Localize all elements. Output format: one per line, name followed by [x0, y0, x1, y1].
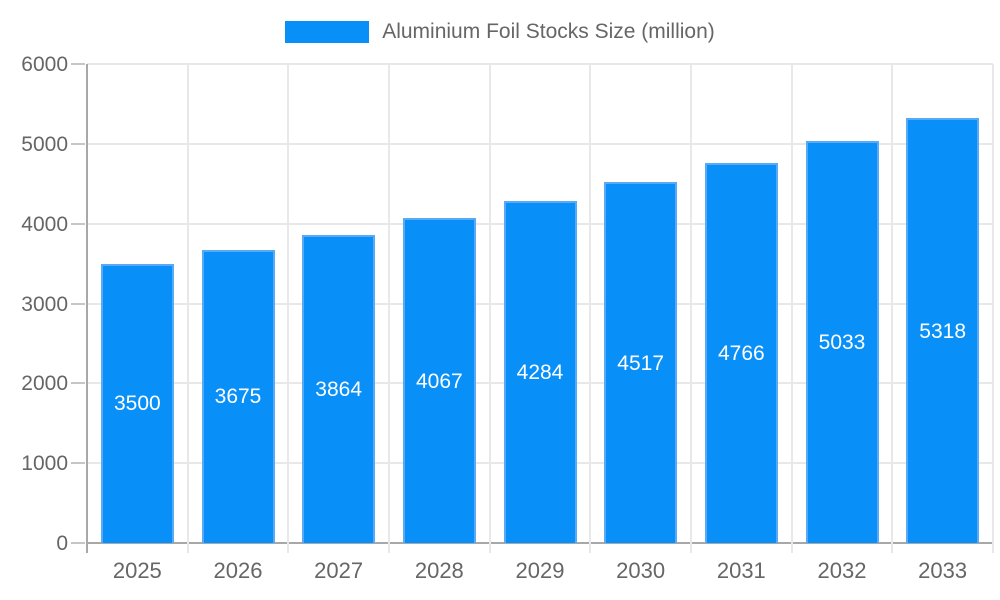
h-gridline: [87, 63, 993, 65]
bar-2031[interactable]: 4766: [704, 162, 778, 543]
bar-2032[interactable]: 5033: [805, 141, 879, 543]
v-gridline: [891, 64, 894, 553]
y-axis-tick: [71, 63, 85, 65]
v-gridline: [790, 64, 793, 553]
y-axis-tick: [71, 222, 85, 225]
v-gridline: [287, 64, 290, 553]
x-axis-label: 2033: [918, 558, 968, 583]
bar-value-label: 3675: [214, 385, 262, 409]
v-gridline: [992, 64, 994, 553]
y-axis-tick: [71, 142, 85, 145]
y-axis-line: [86, 64, 88, 553]
y-axis-tick: [71, 542, 85, 544]
bar-value-label: 3864: [315, 377, 363, 401]
x-axis-line: [87, 542, 993, 544]
bar-value-label: 3500: [113, 392, 161, 416]
y-axis-tick: [71, 302, 85, 305]
bar-2030[interactable]: 4517: [604, 182, 678, 543]
bar-2029[interactable]: 4284: [503, 201, 577, 543]
legend-swatch: [285, 21, 370, 43]
x-axis-label: 2029: [515, 558, 565, 583]
v-gridline: [589, 64, 592, 553]
y-axis-label: 2000: [21, 372, 68, 396]
y-axis-tick: [71, 462, 85, 465]
x-axis-label: 2030: [616, 558, 666, 583]
x-axis-label: 2032: [817, 558, 867, 583]
bar-value-label: 4067: [415, 369, 463, 393]
bar-value-label: 5033: [818, 331, 866, 355]
x-axis-label: 2027: [314, 558, 364, 583]
v-gridline: [488, 64, 491, 553]
legend: Aluminium Foil Stocks Size (million): [0, 20, 1000, 44]
y-axis-label: 1000: [21, 452, 68, 476]
y-axis-label: 3000: [21, 292, 68, 316]
v-gridline: [388, 64, 390, 553]
plot-area: 0 1000 2000 3000 4000 5000 6000 3500 2025 3675 202…: [21, 53, 994, 583]
x-axis-label: 2026: [213, 558, 263, 583]
bar-2025[interactable]: 3500: [100, 263, 174, 543]
bar-value-label: 4284: [516, 361, 564, 384]
x-axis-label: 2025: [112, 558, 162, 583]
legend-label: Aluminium Foil Stocks Size (million): [382, 20, 715, 43]
bar-value-label: 4766: [717, 341, 765, 365]
bar-2027[interactable]: 3864: [302, 234, 376, 543]
x-axis-label: 2031: [716, 558, 766, 583]
legend-item[interactable]: Aluminium Foil Stocks Size (million): [285, 20, 715, 44]
y-axis-label: 4000: [21, 212, 68, 236]
y-axis-label: 6000: [21, 53, 68, 76]
bar-2028[interactable]: 4067: [402, 218, 476, 543]
x-axis-label: 2028: [414, 558, 464, 583]
y-axis-label: 5000: [21, 132, 68, 156]
v-gridline: [690, 64, 692, 553]
bar-2026[interactable]: 3675: [201, 249, 275, 543]
y-axis-tick: [71, 382, 85, 385]
y-axis-label: 0: [56, 532, 68, 555]
v-gridline: [186, 64, 189, 553]
bar-2033[interactable]: 5318: [906, 118, 980, 543]
h-gridline: [87, 142, 993, 145]
bar-value-label: 4517: [617, 351, 665, 375]
bar-value-label: 5318: [919, 319, 967, 343]
